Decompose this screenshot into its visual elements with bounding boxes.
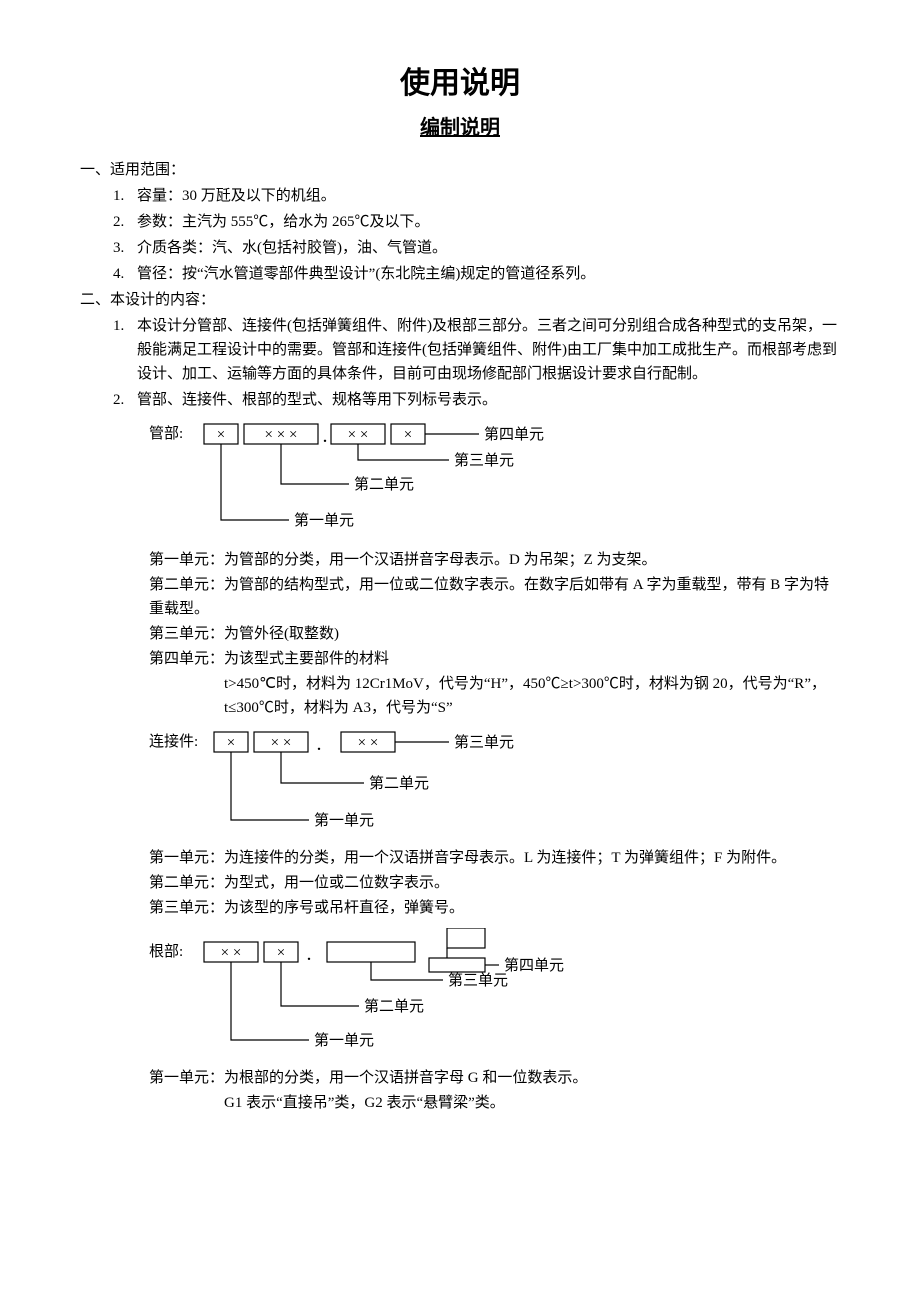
box-text: × × × xyxy=(265,427,298,443)
item-text: 本设计分管部、连接件(包括弹簧组件、附件)及根部三部分。三者之间可分别组合成各种… xyxy=(137,318,837,382)
item-text: 管径：按“汽水管道零部件典型设计”(东北院主编)规定的管道径系列。 xyxy=(137,266,595,282)
diagram-guanbu: 管部: × × × × . × × × 第四单元 第三单元 第二单元 第一单元 xyxy=(80,420,840,540)
box-text: × xyxy=(277,945,285,961)
unit-label-text: 第二单元： xyxy=(149,573,224,597)
section-2: 二、本设计的内容： 1. 本设计分管部、连接件(包括弹簧组件、附件)及根部三部分。… xyxy=(80,288,840,412)
item-number: 3. xyxy=(113,236,124,260)
list-item: 4. 管径：按“汽水管道零部件典型设计”(东北院主编)规定的管道径系列。 xyxy=(113,262,840,286)
unit-label: 第三单元 xyxy=(448,971,508,989)
unit-label-text: 第四单元： xyxy=(149,647,224,671)
unit-label: 第三单元 xyxy=(454,733,514,751)
box-text: × × xyxy=(221,945,242,961)
unit-label-text: 第一单元： xyxy=(149,548,224,572)
unit-label: 第二单元 xyxy=(354,475,414,493)
diagram-lianjiejian-desc: 第一单元：为连接件的分类，用一个汉语拼音字母表示。L 为连接件；T 为弹簧组件；… xyxy=(80,846,840,920)
list-item: 1. 本设计分管部、连接件(包括弹簧组件、附件)及根部三部分。三者之间可分别组合成… xyxy=(113,314,840,386)
item-number: 2. xyxy=(113,210,124,234)
diagram-label: 管部: xyxy=(149,425,183,442)
item-number: 1. xyxy=(113,314,124,338)
section-1-list: 1. 容量：30 万瓩及以下的机组。 2. 参数：主汽为 555℃，给水为 265℃… xyxy=(80,184,840,286)
unit-label: 第一单元 xyxy=(294,511,354,529)
diagram-label: 根部: xyxy=(149,943,183,960)
list-item: 3. 介质各类：汽、水(包括衬胶管)，油、气管道。 xyxy=(113,236,840,260)
unit-desc: 第一单元：为管部的分类，用一个汉语拼音字母表示。D 为吊架；Z 为支架。 xyxy=(149,548,840,572)
section-1-heading: 一、适用范围： xyxy=(80,158,840,182)
item-text: 容量：30 万瓩及以下的机组。 xyxy=(137,188,336,204)
main-title: 使用说明 xyxy=(80,60,840,108)
unit-text: 为该型式主要部件的材料 xyxy=(224,651,389,667)
unit-desc: 第三单元：为管外径(取整数) xyxy=(149,622,840,646)
diagram-guanbu-desc: 第一单元：为管部的分类，用一个汉语拼音字母表示。D 为吊架；Z 为支架。 第二单… xyxy=(80,548,840,720)
section-2-heading: 二、本设计的内容： xyxy=(80,288,840,312)
diagram-genbu-desc: 第一单元：为根部的分类，用一个汉语拼音字母 G 和一位数表示。 G1 表示“直接… xyxy=(80,1066,840,1115)
unit-desc: 第二单元：为管部的结构型式，用一位或二位数字表示。在数字后如带有 A 字为重载型… xyxy=(149,573,840,621)
unit-text: 为管部的分类，用一个汉语拼音字母表示。D 为吊架；Z 为支架。 xyxy=(224,552,657,568)
unit-label: 第四单元 xyxy=(484,425,544,443)
unit-desc: 第三单元：为该型的序号或吊杆直径，弹簧号。 xyxy=(149,896,840,920)
unit-text: 为连接件的分类，用一个汉语拼音字母表示。L 为连接件；T 为弹簧组件；F 为附件… xyxy=(224,850,786,866)
unit-label: 第二单元 xyxy=(369,774,429,792)
unit-desc-extra: t>450℃时，材料为 12Cr1MoV，代号为“H”，450℃≥t>300℃时… xyxy=(149,672,840,720)
section-1: 一、适用范围： 1. 容量：30 万瓩及以下的机组。 2. 参数：主汽为 555℃，… xyxy=(80,158,840,286)
unit-desc: 第一单元：为连接件的分类，用一个汉语拼音字母表示。L 为连接件；T 为弹簧组件；… xyxy=(149,846,840,870)
diagram-lianjiejian: 连接件: × × × . × × 第三单元 第二单元 第一单元 xyxy=(80,728,840,838)
section-2-list: 1. 本设计分管部、连接件(包括弹簧组件、附件)及根部三部分。三者之间可分别组合成… xyxy=(80,314,840,412)
unit-desc: 第二单元：为型式，用一位或二位数字表示。 xyxy=(149,871,840,895)
unit-label-text: 第一单元： xyxy=(149,846,224,870)
unit-desc: 第一单元：为根部的分类，用一个汉语拼音字母 G 和一位数表示。 xyxy=(149,1066,840,1090)
item-text: 介质各类：汽、水(包括衬胶管)，油、气管道。 xyxy=(137,240,447,256)
unit-label: 第二单元 xyxy=(364,997,424,1015)
box-text: × × xyxy=(348,427,369,443)
item-number: 4. xyxy=(113,262,124,286)
item-text: 参数：主汽为 555℃，给水为 265℃及以下。 xyxy=(137,214,430,230)
unit-desc: 第四单元：为该型式主要部件的材料 xyxy=(149,647,840,671)
unit-text: 为型式，用一位或二位数字表示。 xyxy=(224,875,449,891)
unit-label: 第三单元 xyxy=(454,451,514,469)
svg-text:.: . xyxy=(323,430,327,446)
unit-text: 为该型的序号或吊杆直径，弹簧号。 xyxy=(224,900,464,916)
unit-text: 为管外径(取整数) xyxy=(224,626,339,642)
box-text: × xyxy=(404,427,412,443)
unit-label: 第一单元 xyxy=(314,1031,374,1049)
box-text: × × xyxy=(358,735,379,751)
svg-text:.: . xyxy=(317,738,321,754)
unit-text: 为根部的分类，用一个汉语拼音字母 G 和一位数表示。 xyxy=(224,1070,587,1086)
subtitle: 编制说明 xyxy=(80,112,840,144)
unit-label-text: 第二单元： xyxy=(149,871,224,895)
unit-label-text: 第三单元： xyxy=(149,622,224,646)
svg-text:.: . xyxy=(307,948,311,964)
unit-label-text: 第一单元： xyxy=(149,1066,224,1090)
unit-text: 为管部的结构型式，用一位或二位数字表示。在数字后如带有 A 字为重载型，带有 B… xyxy=(149,577,829,617)
item-number: 1. xyxy=(113,184,124,208)
unit-label: 第一单元 xyxy=(314,811,374,829)
box-text: × × xyxy=(271,735,292,751)
unit-label: 第四单元 xyxy=(504,956,564,974)
diagram-genbu: 根部: × × × . 第四单元 第三单元 第二单元 第一单元 xyxy=(80,928,840,1058)
item-number: 2. xyxy=(113,388,124,412)
box-text: × xyxy=(227,735,235,751)
unit-label-text: 第三单元： xyxy=(149,896,224,920)
box-text: × xyxy=(217,427,225,443)
list-item: 2. 参数：主汽为 555℃，给水为 265℃及以下。 xyxy=(113,210,840,234)
list-item: 1. 容量：30 万瓩及以下的机组。 xyxy=(113,184,840,208)
diagram-label: 连接件: xyxy=(149,733,198,750)
unit-desc-extra: G1 表示“直接吊”类，G2 表示“悬臂梁”类。 xyxy=(149,1091,840,1115)
item-text: 管部、连接件、根部的型式、规格等用下列标号表示。 xyxy=(137,392,497,408)
list-item: 2. 管部、连接件、根部的型式、规格等用下列标号表示。 xyxy=(113,388,840,412)
